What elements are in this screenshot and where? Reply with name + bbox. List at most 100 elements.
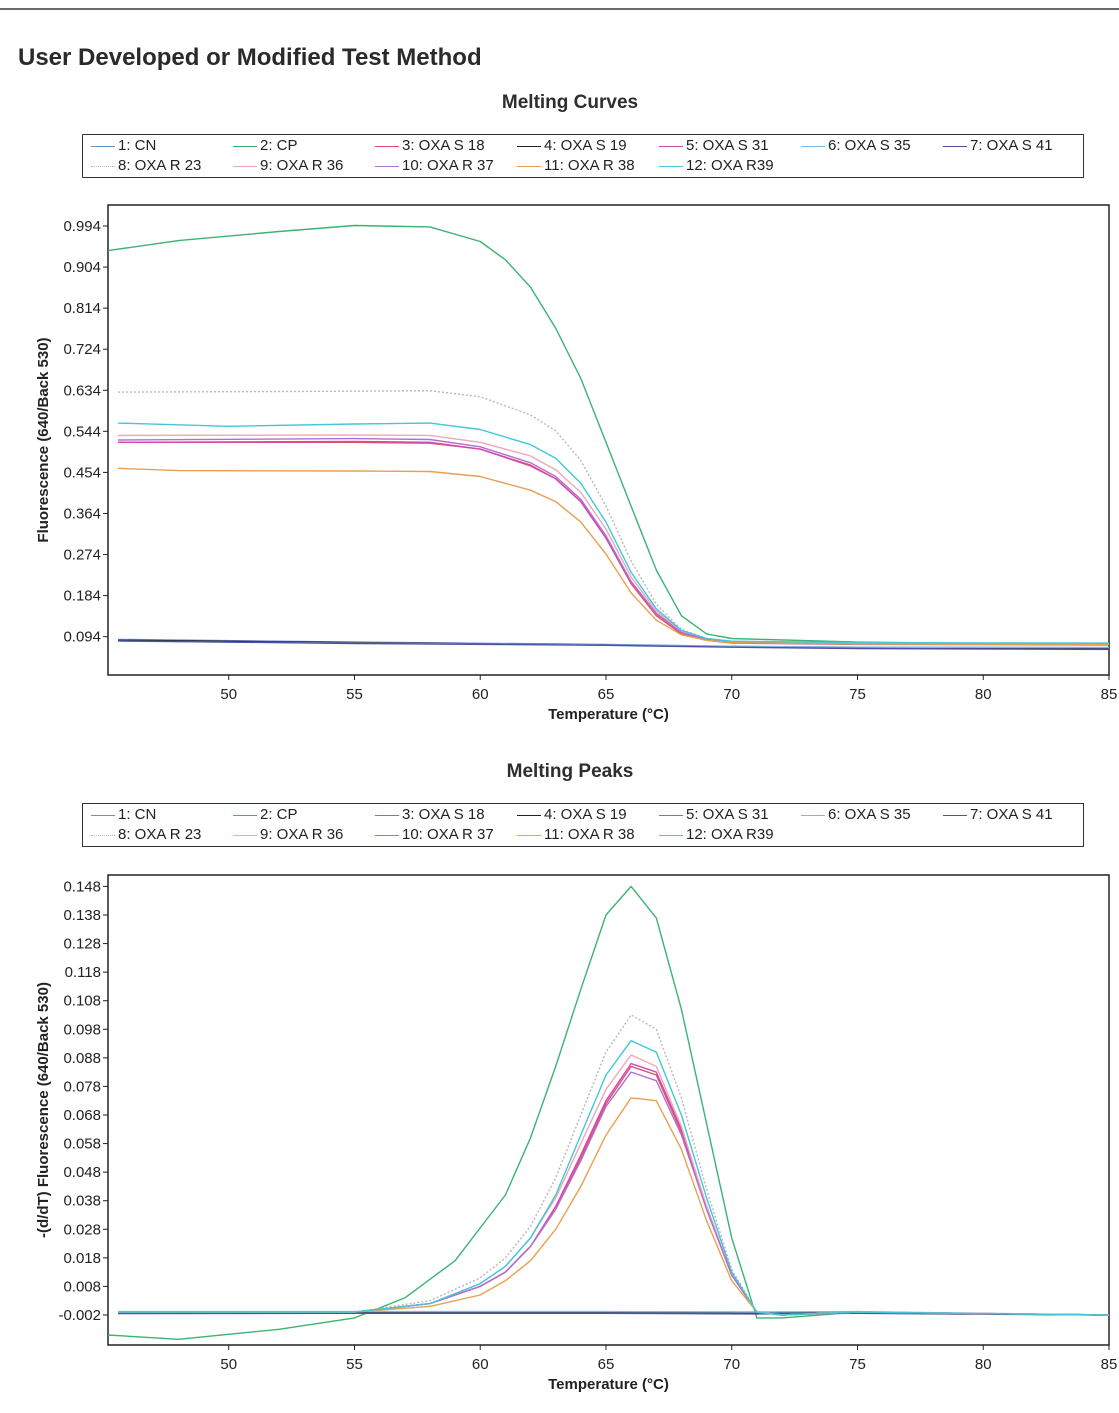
legend-swatch: [233, 166, 257, 167]
y-tick-label: 0.108: [63, 993, 101, 1010]
legend-melting-peaks: 1: CN 2: CP 3: OXA S 18 4: OXA S 19 5: OXA S…: [82, 803, 1084, 847]
y-tick-label: 0.634: [63, 382, 101, 399]
x-axis-title: Temperature (°C): [548, 706, 669, 723]
legend-swatch: [943, 815, 967, 816]
x-tick-label: 80: [975, 1356, 992, 1373]
legend-swatch: [91, 815, 115, 816]
legend-label: 10: OXA R 37: [402, 826, 494, 843]
legend-swatch: [659, 166, 683, 167]
x-tick-label: 70: [723, 1356, 740, 1373]
legend-swatch: [659, 835, 683, 836]
y-tick-label: 0.904: [63, 259, 101, 276]
legend-label: 9: OXA R 36: [260, 157, 344, 174]
y-tick-label: 0.454: [63, 464, 101, 481]
legend-label: 12: OXA R39: [686, 157, 774, 174]
legend-label: 10: OXA R 37: [402, 157, 494, 174]
legend-melting-curves: 1: CN 2: CP 3: OXA S 18 4: OXA S 19 5: OXA S…: [82, 134, 1084, 178]
legend-label: 5: OXA S 31: [686, 806, 769, 823]
legend-label: 1: CN: [118, 137, 157, 154]
y-tick-label: 0.094: [63, 629, 101, 646]
legend-swatch: [91, 835, 115, 836]
y-tick-label: 0.274: [63, 547, 101, 564]
legend-swatch: [233, 815, 257, 816]
legend-label: 11: OXA R 38: [544, 157, 635, 174]
x-tick-label: 55: [346, 686, 363, 703]
legend-swatch: [375, 146, 399, 147]
legend-label: 4: OXA S 19: [544, 806, 627, 823]
series-line: [118, 1040, 1109, 1316]
legend-swatch: [233, 146, 257, 147]
legend-label: 7: OXA S 41: [970, 137, 1053, 154]
x-tick-label: 85: [1101, 1356, 1118, 1373]
series-line: [118, 422, 1109, 644]
y-tick-label: 0.128: [63, 936, 101, 953]
plot-frame: [107, 204, 1110, 676]
legend-label: 8: OXA R 23: [118, 826, 202, 843]
legend-swatch: [517, 146, 541, 147]
x-tick-label: 60: [472, 686, 489, 703]
legend-label: 5: OXA S 31: [686, 137, 769, 154]
y-tick-label: 0.048: [63, 1164, 101, 1181]
legend-swatch: [659, 815, 683, 816]
y-tick-label: 0.058: [63, 1136, 101, 1153]
y-tick-label: 0.088: [63, 1050, 101, 1067]
legend-label: 3: OXA S 18: [402, 806, 485, 823]
legend-label: 8: OXA R 23: [118, 157, 202, 174]
legend-label: 9: OXA R 36: [260, 826, 344, 843]
legend-swatch: [517, 166, 541, 167]
y-axis-title: Fluorescence (640/Back 530): [35, 337, 52, 542]
y-tick-label: 0.148: [63, 878, 101, 895]
y-tick-label: 0.008: [63, 1278, 101, 1295]
legend-label: 6: OXA S 35: [828, 137, 911, 154]
x-tick-label: 55: [346, 1356, 363, 1373]
x-tick-label: 75: [849, 1356, 866, 1373]
legend-label: 1: CN: [118, 806, 157, 823]
x-tick-label: 75: [849, 686, 866, 703]
chart-title-melting-peaks: Melting Peaks: [506, 761, 634, 782]
legend-swatch: [943, 146, 967, 147]
series-group: [108, 885, 1109, 1340]
top-rule: [0, 8, 1119, 10]
series-line: [118, 1312, 1109, 1316]
y-tick-label: 0.118: [65, 964, 101, 981]
page-title: User Developed or Modified Test Method: [18, 44, 482, 71]
y-tick-label: 0.814: [63, 300, 101, 317]
x-tick-label: 50: [220, 1356, 237, 1373]
plot-frame: [107, 874, 1110, 1346]
y-tick-label: -0.002: [58, 1307, 101, 1324]
series-line: [118, 390, 1109, 645]
y-tick-label: 0.078: [63, 1078, 101, 1095]
chart-title-melting-curves: Melting Curves: [501, 92, 639, 113]
legend-swatch: [233, 835, 257, 836]
legend-label: 6: OXA S 35: [828, 806, 911, 823]
x-tick-label: 65: [598, 686, 615, 703]
legend-label: 4: OXA S 19: [544, 137, 627, 154]
x-tick-label: 85: [1101, 686, 1118, 703]
y-tick-label: 0.994: [63, 218, 101, 235]
legend-label: 11: OXA R 38: [544, 826, 635, 843]
legend-swatch: [375, 166, 399, 167]
legend-swatch: [375, 815, 399, 816]
y-tick-label: 0.038: [63, 1193, 101, 1210]
y-tick-label: 0.544: [63, 423, 101, 440]
series-line: [118, 640, 1109, 651]
x-axis-title: Temperature (°C): [548, 1376, 669, 1393]
legend-label: 7: OXA S 41: [970, 806, 1053, 823]
legend-label: 2: CP: [260, 806, 298, 823]
legend-swatch: [801, 815, 825, 816]
melting-curves-plot: 0.094 0.184 0.274 0.364 0.454 0.544 0.634 0.724…: [35, 204, 1118, 723]
x-tick-label: 50: [220, 686, 237, 703]
melting-peaks-plot: -0.002 0.008 0.018 0.028 0.038 0.048 0.058 0.06…: [35, 874, 1118, 1393]
x-tick-label: 65: [598, 1356, 615, 1373]
x-tick-label: 60: [472, 1356, 489, 1373]
legend-swatch: [375, 835, 399, 836]
y-tick-label: 0.028: [63, 1221, 101, 1238]
x-tick-label: 70: [723, 686, 740, 703]
legend-swatch: [801, 146, 825, 147]
y-tick-label: 0.138: [63, 907, 101, 924]
legend-swatch: [517, 815, 541, 816]
y-tick-label: 0.724: [63, 341, 101, 358]
legend-label: 2: CP: [260, 137, 298, 154]
legend-label: 3: OXA S 18: [402, 137, 485, 154]
y-axis-title: -(d/dT) Fluorescence (640/Back 530): [35, 982, 52, 1238]
